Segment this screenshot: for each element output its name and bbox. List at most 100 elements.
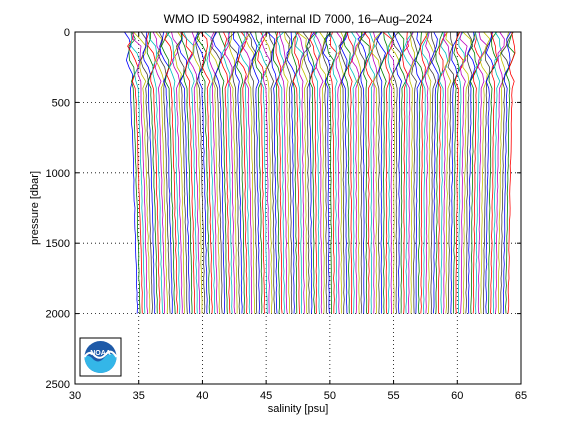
x-tick-label: 30: [69, 390, 81, 402]
salinity-profile-line: [430, 31, 439, 314]
salinity-profile-line: [245, 31, 256, 314]
salinity-profile-line: [220, 31, 231, 314]
salinity-profile-line: [425, 31, 435, 314]
salinity-profile-line: [444, 31, 453, 314]
x-tick-label: 50: [324, 390, 336, 402]
plot-frame: [74, 31, 522, 385]
noaa-logo-text: NOAA: [90, 350, 111, 357]
salinity-profile-line: [490, 31, 499, 314]
salinity-profile-line: [485, 31, 495, 314]
salinity-profile-line: [275, 31, 283, 314]
salinity-profile-line: [424, 31, 431, 314]
salinity-profile-line: [306, 31, 317, 314]
salinity-profile-line: [500, 31, 514, 314]
salinity-profile-line: [267, 31, 278, 314]
salinity-profile-line: [148, 31, 163, 314]
salinity-profile-line: [454, 31, 464, 314]
salinity-profile-line: [237, 31, 248, 314]
salinity-profile-line: [472, 31, 482, 314]
salinity-profile-line: [282, 31, 291, 314]
salinity-profile-line: [371, 31, 382, 314]
salinity-profile-line: [140, 31, 153, 314]
x-tick-label: 40: [196, 390, 208, 402]
salinity-profile-line: [459, 31, 468, 314]
salinity-profile-line: [375, 31, 386, 314]
salinity-profile-line: [462, 31, 472, 314]
salinity-profile-line: [260, 31, 271, 314]
salinity-profile-line: [421, 31, 430, 314]
salinity-profile-line: [212, 31, 226, 314]
salinity-profile-line: [442, 31, 450, 314]
salinity-profile-line: [227, 31, 241, 314]
salinity-profile-line: [294, 31, 304, 314]
salinity-profile-line: [409, 31, 418, 314]
y-tick-label: 2500: [46, 379, 70, 391]
salinity-profile-line: [393, 31, 403, 314]
salinity-profile-line: [328, 31, 338, 314]
salinity-profile-line: [474, 31, 483, 314]
salinity-profile-line: [296, 31, 309, 314]
salinity-profile-line: [152, 31, 165, 314]
salinity-profile-line: [127, 31, 143, 314]
x-axis-ticks: 30 35 40 45 50 55 60 65: [69, 32, 527, 402]
salinity-profile-line: [161, 31, 176, 314]
salinity-profile-line: [183, 31, 198, 314]
x-tick-label: 65: [515, 390, 527, 402]
salinity-profile-line: [397, 31, 407, 314]
salinity-profile-line: [267, 31, 276, 314]
salinity-profile-line: [318, 31, 326, 314]
salinity-profile-line: [233, 31, 243, 314]
salinity-profile-line: [263, 31, 273, 314]
salinity-profile-line: [357, 31, 367, 314]
salinity-profile-line: [497, 31, 509, 314]
salinity-profile-line: [197, 31, 211, 314]
noaa-logo-icon: NOAA: [79, 337, 122, 377]
y-tick-label: 2000: [46, 309, 70, 321]
salinity-profile-line: [284, 31, 293, 314]
salinity-profile-line: [339, 31, 349, 314]
salinity-profile-line: [382, 31, 393, 314]
salinity-profile-line: [133, 31, 151, 314]
salinity-profile-line: [276, 31, 285, 314]
salinity-profile-line: [200, 31, 213, 314]
salinity-profile-line: [342, 31, 351, 314]
salinity-profile-line: [128, 31, 141, 314]
salinity-profile-line: [505, 31, 516, 314]
salinity-profile-line: [479, 31, 491, 314]
salinity-profile-line: [335, 31, 343, 314]
salinity-profile-line: [502, 31, 512, 314]
y-tick-label: 1000: [46, 168, 70, 180]
salinity-profile-line: [388, 31, 400, 314]
salinity-profile-line: [223, 31, 236, 314]
salinity-profile-line: [159, 31, 173, 314]
salinity-profile-line: [322, 31, 331, 314]
salinity-profile-line: [467, 31, 476, 314]
salinity-profile-line: [146, 31, 158, 314]
salinity-profile-line: [313, 31, 324, 314]
salinity-profile-line: [357, 31, 367, 314]
salinity-profile-line: [204, 31, 216, 314]
salinity-profile-line: [360, 31, 370, 314]
salinity-profile-line: [257, 31, 268, 314]
salinity-profile-line: [507, 31, 516, 314]
salinity-profile-line: [368, 31, 376, 314]
salinity-profile-line: [469, 31, 479, 314]
salinity-profile-line: [349, 31, 357, 314]
salinity-profile-line: [188, 31, 201, 314]
salinity-profile-line: [130, 31, 146, 314]
salinity-profile-line: [391, 31, 402, 314]
x-tick-label: 60: [451, 390, 463, 402]
salinity-profile-line: [180, 31, 195, 314]
salinity-profile-line: [195, 31, 206, 314]
salinity-profile-line: [414, 31, 422, 314]
salinity-profile-line: [176, 31, 188, 314]
y-tick-label: 1500: [46, 238, 70, 250]
salinity-profile-line: [488, 31, 498, 314]
salinity-profile-line: [249, 31, 260, 314]
salinity-profile-line: [388, 31, 395, 314]
salinity-profile-line: [241, 31, 253, 314]
salinity-profile-line: [419, 31, 429, 314]
salinity-profile-line: [164, 31, 178, 314]
salinity-profile-line: [428, 31, 437, 314]
